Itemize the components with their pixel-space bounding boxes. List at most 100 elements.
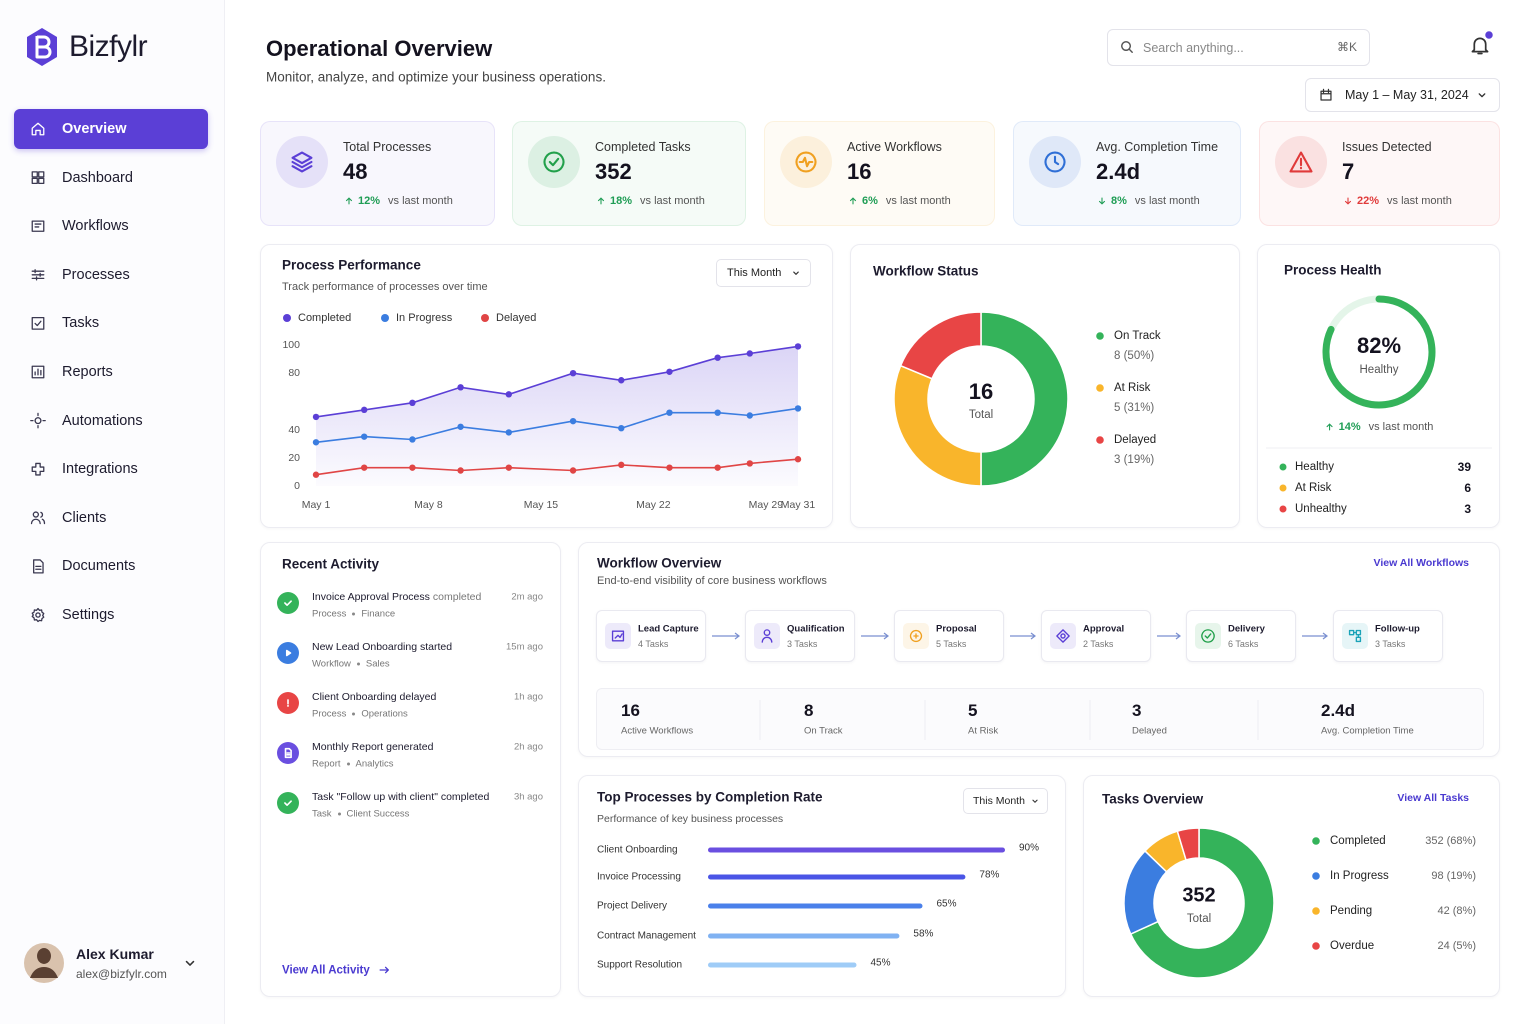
point xyxy=(569,467,577,474)
nav-item[interactable]: Integrations xyxy=(62,461,138,478)
icon-path xyxy=(284,747,292,759)
icon xyxy=(1348,629,1362,643)
change-value: 12% xyxy=(358,195,381,207)
stat-value: 8 xyxy=(804,701,814,720)
icon xyxy=(795,151,817,173)
icon-path xyxy=(284,800,292,806)
stat-value: 5 xyxy=(968,701,978,720)
donut-total: 352 xyxy=(1182,884,1216,907)
bar-label: Client Onboarding xyxy=(597,844,678,856)
activity-title-text: New Lead Onboarding started xyxy=(312,641,453,653)
panel-title: Process Health xyxy=(1284,262,1382,278)
point xyxy=(409,464,416,471)
point xyxy=(666,368,673,375)
stat-value: 16 xyxy=(621,701,640,720)
legend-swatch xyxy=(1312,907,1320,915)
icon-path xyxy=(33,559,44,574)
link-arrow xyxy=(379,966,389,974)
view-all-activity[interactable]: View All Activity xyxy=(282,964,391,977)
y-tick-label: 20 xyxy=(288,451,300,464)
search-placeholder: Search anything... xyxy=(1143,41,1244,55)
nav-item[interactable]: Processes xyxy=(62,266,130,283)
point xyxy=(361,433,368,440)
trend-arrow xyxy=(1098,197,1106,205)
filter-dropdown[interactable] xyxy=(963,788,1048,814)
point xyxy=(794,456,802,463)
date-picker[interactable] xyxy=(1305,78,1500,112)
icon-path xyxy=(30,511,46,525)
step-arrow xyxy=(1010,632,1036,640)
step-icon-bg xyxy=(1195,623,1221,649)
icon xyxy=(1289,151,1313,173)
kpi-card xyxy=(260,121,495,226)
legend-label: Healthy xyxy=(1295,461,1334,473)
panel-subtitle: End-to-end visibility of core business w… xyxy=(597,575,827,587)
nav-active-bg xyxy=(14,109,208,149)
panel-subtitle: Performance of key business processes xyxy=(597,813,784,825)
icon xyxy=(30,511,46,525)
icon-path xyxy=(543,151,565,173)
kpi-value: 7 xyxy=(1342,159,1355,184)
activity-time: 2m ago xyxy=(511,591,543,603)
step-name: Follow-up xyxy=(1375,623,1420,635)
donut-segment xyxy=(980,311,1069,487)
nav-item[interactable]: Reports xyxy=(62,364,113,380)
gauge-arc xyxy=(1322,295,1436,409)
change-row: 8% vs last month xyxy=(1097,195,1200,207)
legend-label: Overdue xyxy=(1330,940,1375,952)
change-value: 22% xyxy=(1357,195,1380,207)
view-all-link[interactable]: View All Tasks xyxy=(1397,792,1469,804)
point xyxy=(569,417,577,425)
activity-meta: Task Client Success xyxy=(312,809,409,820)
nav-item[interactable]: Documents xyxy=(62,558,136,575)
activity-title: Invoice Approval Process completed xyxy=(312,591,481,603)
point xyxy=(714,354,721,361)
stat-label: Active Workflows xyxy=(621,725,694,737)
nav-item[interactable]: Settings xyxy=(62,607,115,623)
icon[interactable] xyxy=(185,960,195,966)
legend-value: 98 (19%) xyxy=(1431,870,1476,882)
workflow-step xyxy=(1041,610,1151,662)
step-icon-bg xyxy=(1342,623,1368,649)
step-name: Delivery xyxy=(1228,623,1265,635)
stat-value: 2.4d xyxy=(1321,701,1356,720)
point xyxy=(746,460,753,467)
nav-item[interactable]: Workflows xyxy=(62,218,129,235)
search-box[interactable] xyxy=(1107,29,1370,66)
x-tick-label: May 31 xyxy=(780,499,816,511)
view-all-link[interactable]: View All Workflows xyxy=(1373,557,1470,569)
bar-value: 65% xyxy=(936,898,957,910)
legend-swatch xyxy=(481,314,489,322)
step-arrow xyxy=(861,632,889,640)
nav-item[interactable]: Automations xyxy=(62,412,143,429)
health-count: 6 xyxy=(1464,481,1471,495)
activity-action: completed xyxy=(432,591,482,603)
point xyxy=(409,399,416,407)
area xyxy=(316,346,798,486)
point xyxy=(569,370,577,377)
search-shortcut: ⌘K xyxy=(1336,40,1357,54)
icon-path xyxy=(31,607,45,623)
step-name: Proposal xyxy=(936,623,977,635)
point xyxy=(714,409,721,416)
activity-time: 1h ago xyxy=(513,691,543,703)
legend-label: Unhealthy xyxy=(1295,503,1347,515)
icon[interactable] xyxy=(1471,37,1489,55)
panel-title: Workflow Status xyxy=(873,263,979,279)
icon-path xyxy=(795,151,817,173)
step-tasks: 3 Tasks xyxy=(1375,639,1406,649)
nav-item[interactable]: Clients xyxy=(62,509,107,526)
kpi-label: Total Processes xyxy=(343,140,432,154)
nav-item[interactable]: Overview xyxy=(62,121,127,137)
activity-icon-bg xyxy=(277,792,299,814)
activity-title-text: Monthly Report generated xyxy=(312,741,434,753)
nav-item[interactable]: Dashboard xyxy=(62,169,133,186)
icon xyxy=(291,151,313,173)
activity-tag: Operations xyxy=(361,708,408,720)
activity-tag: Sales xyxy=(365,658,390,670)
step-name: Qualification xyxy=(787,623,845,635)
notification-dot xyxy=(1483,29,1495,41)
icon-path xyxy=(793,271,799,275)
nav-item[interactable]: Tasks xyxy=(62,315,100,332)
icon-path xyxy=(185,960,195,966)
